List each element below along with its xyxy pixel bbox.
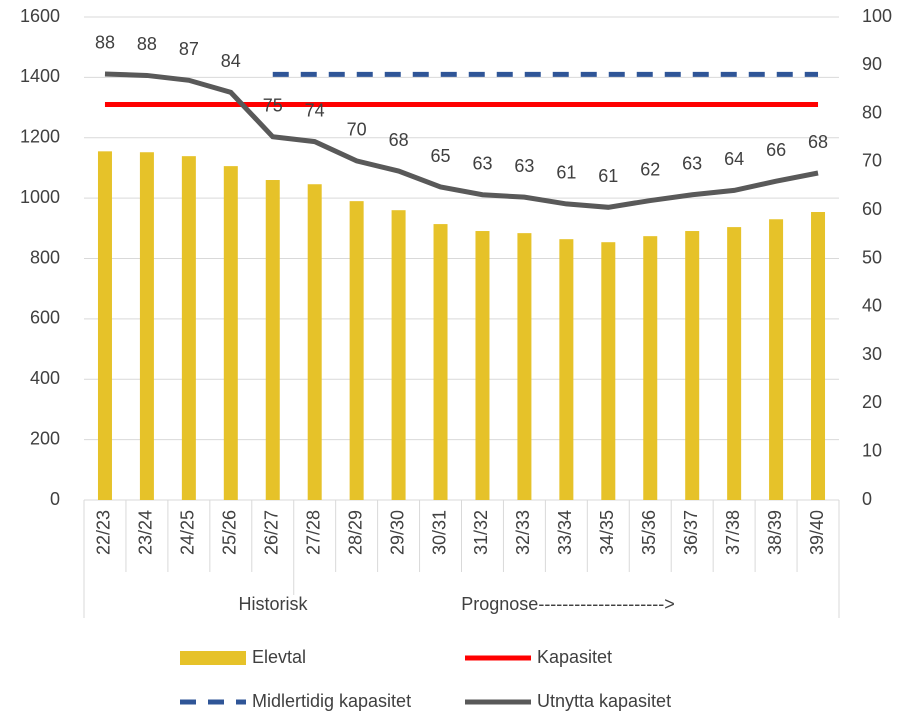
bar [769,219,784,500]
bar [643,236,658,500]
bar [139,152,154,501]
group-label: Historisk [238,594,308,614]
bar [223,166,238,500]
bar [433,224,448,500]
y-tick-label: 1200 [20,127,60,147]
x-tick-label: 28/29 [345,510,365,555]
legend-swatch [180,651,246,665]
x-tick-label: 33/34 [555,510,575,555]
data-label: 63 [682,153,702,173]
bar [391,210,406,500]
data-label: 64 [724,149,744,169]
legend-label: Kapasitet [537,647,612,667]
y-tick-label: 1600 [20,6,60,26]
x-tick-label: 37/38 [723,510,743,555]
x-tick-label: 39/40 [807,510,827,555]
x-tick-label: 31/32 [471,510,491,555]
y2-tick-label: 100 [862,6,892,26]
data-label: 63 [514,156,534,176]
x-tick-label: 30/31 [429,510,449,555]
y2-tick-label: 50 [862,247,882,267]
y-tick-label: 400 [30,368,60,388]
bar [97,151,112,500]
bar [559,239,574,500]
bar [685,231,700,501]
y-tick-label: 200 [30,428,60,448]
data-label: 63 [472,153,492,173]
y-tick-label: 600 [30,308,60,328]
x-tick-label: 23/24 [136,510,156,555]
legend-label: Utnytta kapasitet [537,691,671,711]
bar [517,233,532,500]
data-label: 61 [598,166,618,186]
y2-tick-label: 80 [862,102,882,122]
bar [727,227,742,501]
y2-tick-label: 60 [862,199,882,219]
x-tick-label: 27/28 [303,510,323,555]
y2-tick-label: 30 [862,344,882,364]
legend-label: Elevtal [252,647,306,667]
x-tick-label: 22/23 [94,510,114,555]
y-tick-label: 0 [50,489,60,509]
data-label: 87 [179,39,199,59]
y2-tick-label: 90 [862,54,882,74]
x-tick-label: 36/37 [681,510,701,555]
x-tick-label: 38/39 [765,510,785,555]
data-label: 84 [221,51,241,71]
bar [307,184,322,500]
group-label: Prognose---------------------> [461,594,674,614]
data-label: 88 [95,33,115,53]
bar [265,180,280,500]
y-tick-label: 1000 [20,187,60,207]
legend-label: Midlertidig kapasitet [252,691,411,711]
y2-tick-label: 10 [862,440,882,460]
bar [181,156,196,500]
data-label: 88 [137,34,157,54]
y2-tick-label: 0 [862,489,872,509]
data-label: 68 [389,130,409,150]
bar [475,231,490,501]
bar [601,242,616,501]
x-tick-label: 26/27 [262,510,282,555]
x-tick-label: 24/25 [178,510,198,555]
x-tick-label: 35/36 [639,510,659,555]
data-label: 66 [766,140,786,160]
data-label: 62 [640,159,660,179]
bar [349,201,364,501]
y2-tick-label: 20 [862,392,882,412]
y2-tick-label: 40 [862,296,882,316]
x-tick-label: 32/33 [513,510,533,555]
y-tick-label: 1400 [20,66,60,86]
x-tick-label: 34/35 [597,510,617,555]
data-label: 68 [808,132,828,152]
data-label: 75 [263,96,283,116]
bar [811,212,826,501]
x-tick-label: 29/30 [387,510,407,555]
y2-tick-label: 70 [862,151,882,171]
data-label: 74 [305,100,325,120]
line-series [104,71,819,210]
data-label: 65 [431,146,451,166]
data-label: 61 [556,163,576,183]
y-tick-label: 800 [30,247,60,267]
x-tick-label: 25/26 [220,510,240,555]
data-label: 70 [347,120,367,140]
